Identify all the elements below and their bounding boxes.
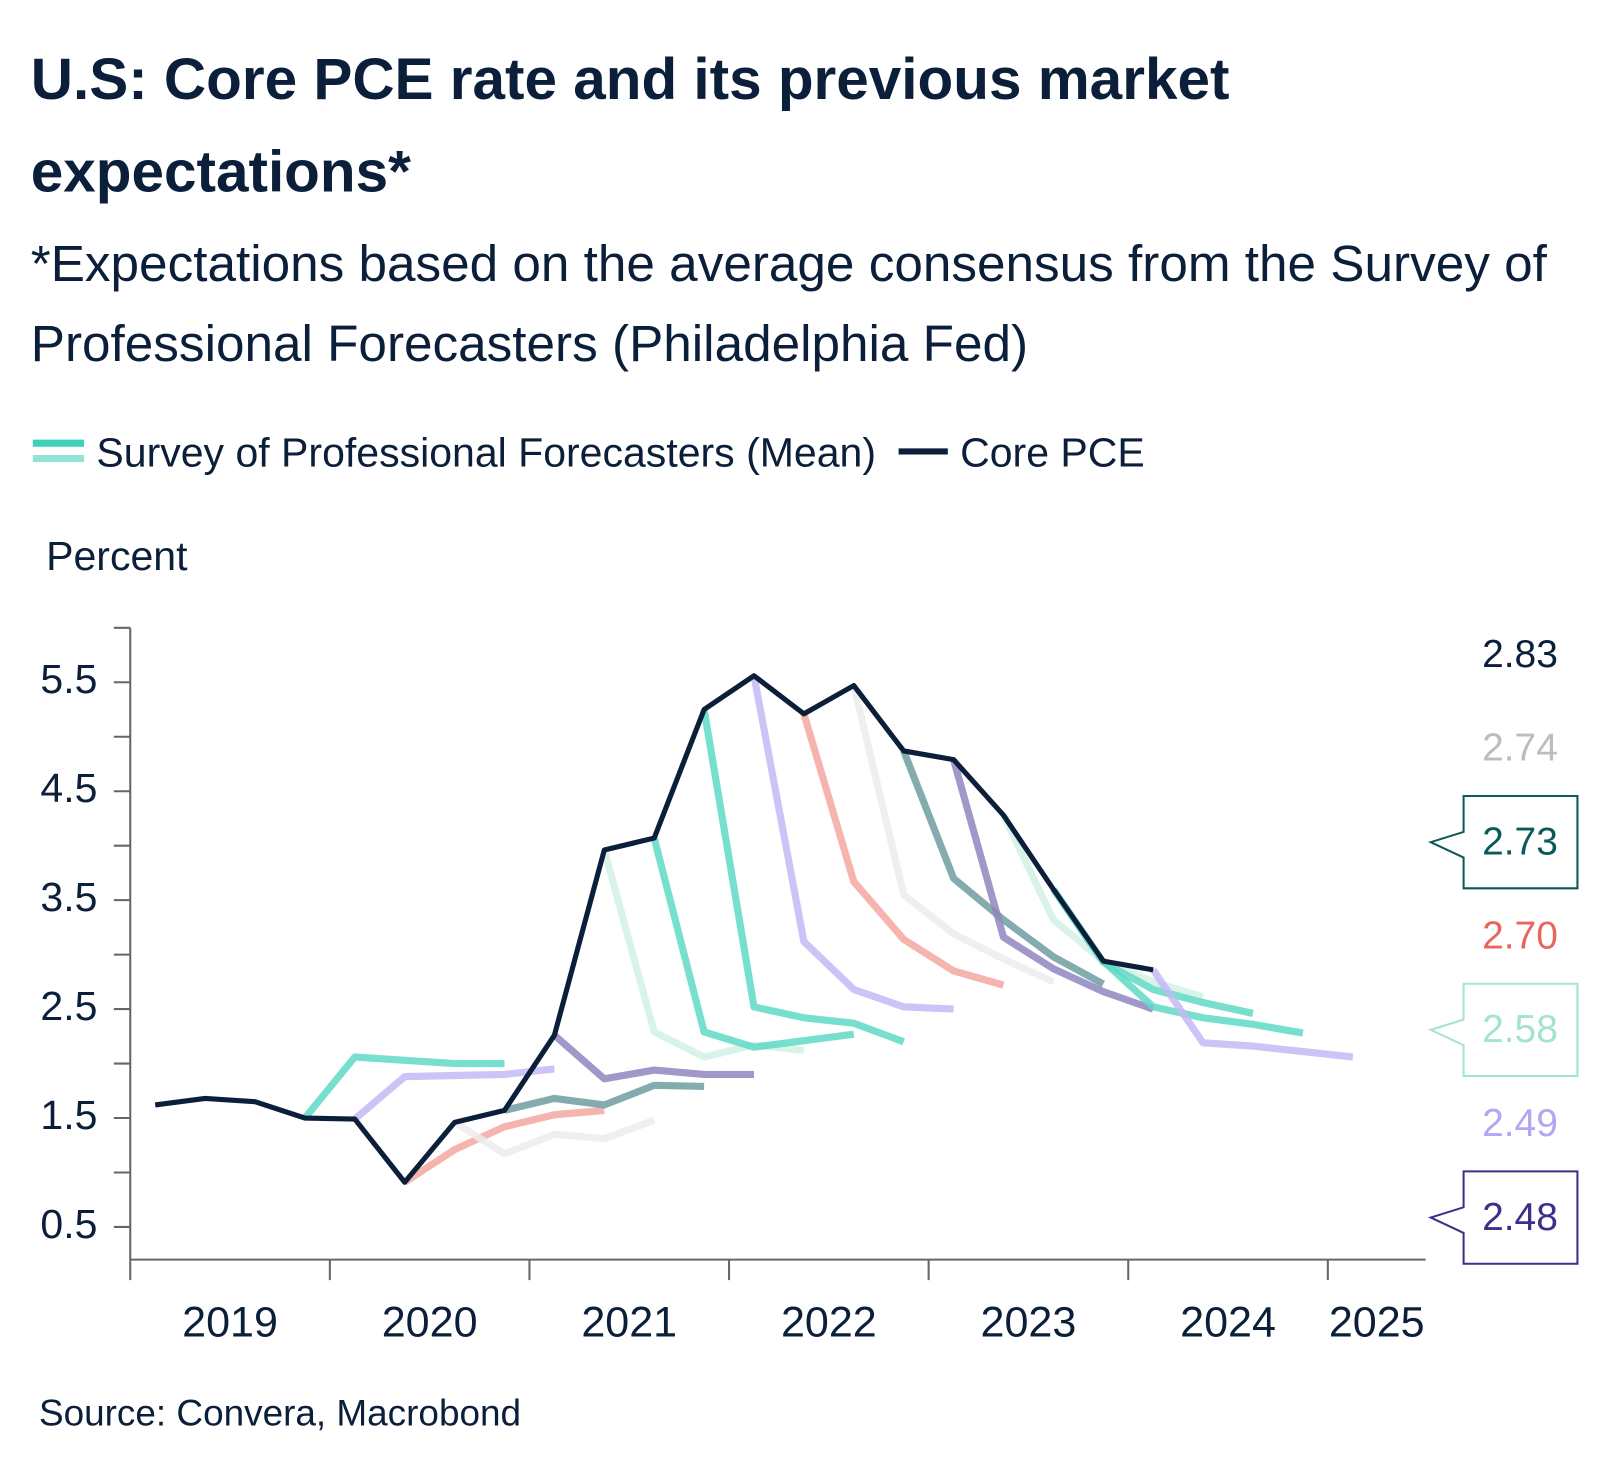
forecast-line [700,708,905,1046]
x-tick-label: 2023 [981,1299,1077,1347]
legend-label: Survey of Professional Forecasters (Mean… [96,429,876,475]
x-tick-label: 2024 [1180,1299,1276,1347]
forecast-line [402,1106,605,1186]
end-label: 2.74 [1482,727,1558,770]
x-tick-label: 2022 [781,1299,877,1347]
y-tick-label: 5.5 [40,656,97,702]
y-tick-label: 3.5 [40,874,97,920]
forecast-line [1100,958,1304,1037]
source: Source: Convera, Macrobond [39,1392,521,1433]
forecast-line [1050,887,1254,1017]
forecast-line [950,758,1155,1013]
legend-label: Core PCE [960,429,1145,475]
forecast-line [452,1116,656,1158]
label-box [1427,982,1579,1078]
end-label: 2.58 [1482,1008,1558,1051]
chart-title: U.S: Core PCE rate and its previous mark… [31,48,1230,205]
series-line [154,673,1154,1185]
y-tick-label: 4.5 [40,765,97,811]
x-tick-label: 2019 [182,1299,278,1347]
end-label: 2.48 [1482,1196,1558,1239]
y-tick-label: 1.5 [40,1092,97,1138]
end-label: 2.49 [1482,1102,1558,1145]
x-tick-label: 2021 [581,1299,677,1347]
forecast-line [800,712,1005,989]
forecast-line [352,1065,555,1122]
end-label: 2.83 [1482,633,1558,676]
forecast-line [552,1032,754,1083]
x-tick-label: 2020 [382,1299,478,1347]
forecast-line [750,675,954,1013]
forecast-line [302,1053,505,1121]
end-label: 2.70 [1482,914,1558,957]
forecast-line [503,1081,705,1114]
label-box [1427,794,1579,890]
end-label: 2.73 [1482,821,1558,864]
x-tick-label: 2025 [1329,1299,1425,1347]
forecast-line [850,684,1055,986]
y-axis-label: Percent [46,533,188,579]
label-box [1427,1170,1579,1265]
forecast-line [900,749,1106,988]
forecast-line [650,837,855,1051]
chart-subtitle: *Expectations based on the average conse… [31,234,1548,371]
y-tick-label: 2.5 [40,983,97,1029]
forecast-line [1150,967,1354,1061]
y-tick-label: 0.5 [40,1201,97,1247]
